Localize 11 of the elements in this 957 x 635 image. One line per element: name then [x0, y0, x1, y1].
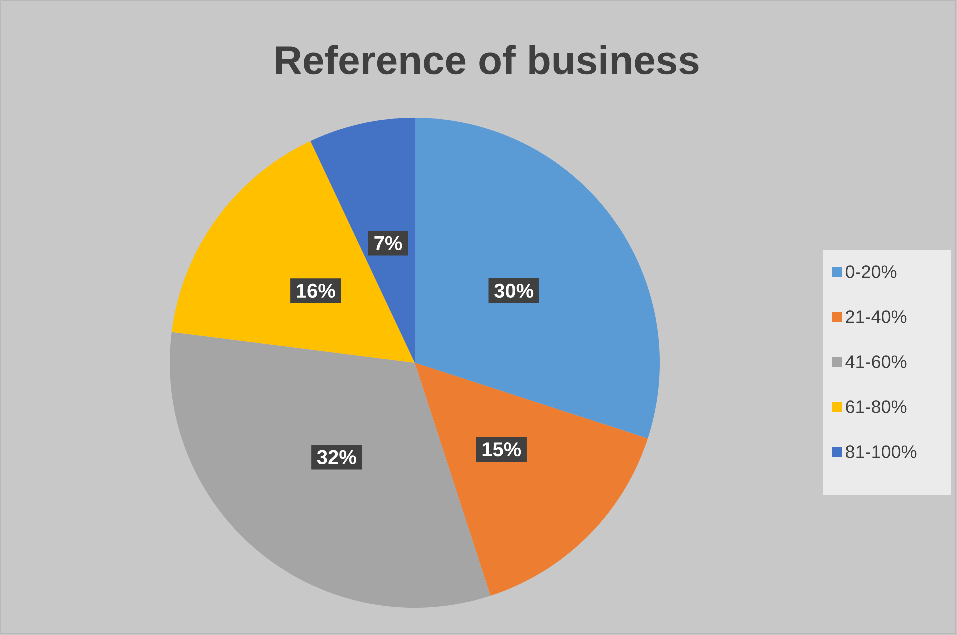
data-label: 30%: [494, 284, 534, 298]
chart-title: Reference of business: [276, 45, 699, 75]
legend-label: 61-80%: [846, 400, 907, 414]
legend-label: 0-20%: [846, 266, 897, 278]
data-label: 15%: [482, 442, 522, 457]
data-label: 32%: [317, 450, 356, 464]
legend-label: 81-100%: [846, 446, 917, 458]
legend-label: 21-40%: [846, 310, 907, 324]
legend-label: 41-60%: [846, 356, 907, 368]
data-label: 7%: [374, 236, 402, 250]
data-label: 16%: [297, 284, 336, 298]
